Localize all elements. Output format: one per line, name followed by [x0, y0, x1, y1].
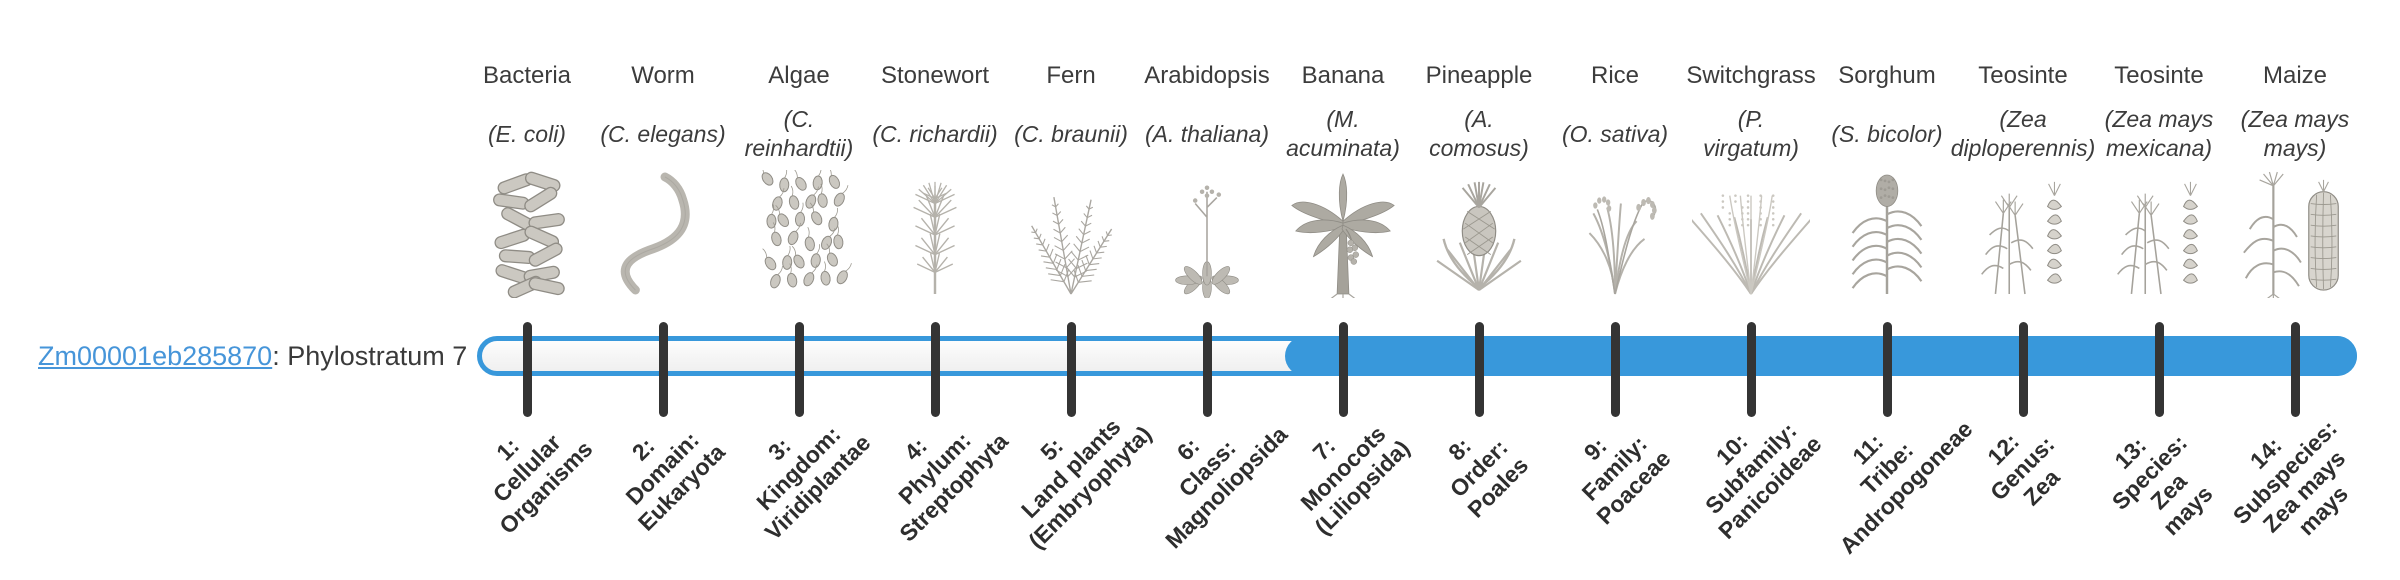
- stratum-tick-10: [1746, 322, 1756, 417]
- stratum-tick-9: [1610, 322, 1620, 417]
- teosinte-icon: [2100, 170, 2218, 298]
- stratum-label-14: 14: Subspecies: Zea mays mays: [2185, 415, 2400, 578]
- timeline-filled-range: [1285, 336, 2357, 376]
- organism-common-name: Bacteria: [482, 62, 572, 89]
- rice-icon: [1556, 170, 1674, 298]
- organism-common-name: Teosinte: [2114, 62, 2204, 89]
- stratum-tick-13: [2154, 322, 2164, 417]
- organism-scientific-name: (A. thaliana): [1144, 120, 1269, 147]
- organism-scientific-name: (A. comosus): [1429, 106, 1529, 161]
- organism-common-name: Rice: [1590, 62, 1639, 89]
- stratum-label-7: 7: Monocots (Liliopsida): [1233, 421, 1453, 578]
- teosinte-icon: [1964, 170, 2082, 298]
- stratum-label-5: 5: Land plants (Embryophyta): [961, 413, 1181, 578]
- organism-scientific-name: (C. richardii): [872, 120, 998, 147]
- stratum-tick-2: [658, 322, 668, 417]
- worm-icon: [604, 170, 722, 298]
- stratum-label-text: 9: Family: Poaceae: [1576, 430, 1676, 530]
- stratum-label-text: 12: Genus: Zea: [1982, 428, 2065, 511]
- fern-icon: [1012, 170, 1130, 298]
- switchgrass-icon: [1692, 170, 1810, 298]
- stratum-label-11: 11: Tribe: Andropogoneae: [1777, 416, 1997, 578]
- stratum-label-text: 14: Subspecies: Zea mays mays: [2228, 415, 2354, 541]
- organism-scientific-name: (Zea mays mays): [2240, 106, 2350, 161]
- pineapple-icon: [1420, 170, 1538, 298]
- organism-common-name: Teosinte: [1978, 62, 2068, 89]
- organism-scientific-name: (E. coli): [488, 120, 566, 147]
- stratum-label-2: 2: Domain: Eukaryota: [553, 426, 773, 578]
- stratum-label-1: 1: Cellular Organisms: [417, 428, 637, 578]
- stratum-label-6: 6: Class: Magnoliopsida: [1097, 421, 1317, 578]
- stratum-label-9: 9: Family: Poaceae: [1505, 428, 1725, 578]
- organism-scientific-name: (C. elegans): [600, 120, 726, 147]
- organism-common-name: Sorghum: [1838, 62, 1936, 89]
- stratum-tick-7: [1338, 322, 1348, 417]
- stratum-label-text: 8: Order: Poales: [1443, 432, 1534, 523]
- stonewort-icon: [876, 170, 994, 298]
- organism-scientific-name: (P. virgatum): [1703, 106, 1799, 161]
- organism-common-name: Arabidopsis: [1144, 62, 1270, 89]
- gene-label: Zm00001eb285870: Phylostratum 7: [38, 341, 467, 371]
- organism-scientific-name: (M. acuminata): [1286, 106, 1400, 161]
- organism-common-name: Switchgrass: [1686, 62, 1816, 89]
- algae-icon: [740, 170, 858, 298]
- stratum-tick-1: [522, 322, 532, 417]
- stratum-tick-4: [930, 322, 940, 417]
- organism-common-name: Fern: [1046, 62, 1096, 89]
- sorghum-icon: [1828, 170, 1946, 298]
- arabidopsis-icon: [1148, 170, 1266, 298]
- stratum-tick-6: [1202, 322, 1212, 417]
- stratum-label-4: 4: Phylum: Streptophyta: [825, 427, 1045, 578]
- organism-scientific-name: (Zea mays mexicana): [2104, 106, 2214, 161]
- stratum-tick-12: [2018, 322, 2028, 417]
- stratum-tick-5: [1066, 322, 1076, 417]
- organism-common-name: Maize: [2262, 62, 2328, 89]
- stratum-label-12: 12: Genus: Zea: [1913, 428, 2133, 578]
- stratum-label-text: 1: Cellular Organisms: [487, 429, 598, 539]
- stratum-label-10: 10: Subfamily: Panicoideae: [1641, 417, 1861, 578]
- stratum-label-13: 13: Species: Zea mays: [2049, 428, 2269, 578]
- organism-common-name: Banana: [1301, 62, 1385, 89]
- maize-icon: [2236, 170, 2354, 298]
- stratum-label-text: 13: Species: Zea mays: [2106, 429, 2218, 541]
- organism-common-name: Worm: [631, 62, 695, 89]
- bacteria-icon: [468, 170, 586, 298]
- stratum-tick-8: [1474, 322, 1484, 417]
- banana-icon: [1284, 170, 1402, 298]
- gene-id-link[interactable]: Zm00001eb285870: [38, 341, 273, 371]
- stratum-label-3: 3: Kingdom: Viridiplantae: [689, 421, 909, 578]
- organism-scientific-name: (Zea diploperennis): [1950, 106, 2096, 161]
- stratum-tick-11: [1882, 322, 1892, 417]
- stratum-label-8: 8: Order: Poales: [1369, 428, 1589, 578]
- organism-scientific-name: (O. sativa): [1561, 120, 1669, 147]
- stratum-label-text: 2: Domain: Eukaryota: [620, 426, 731, 536]
- organism-common-name: Pineapple: [1425, 62, 1533, 89]
- organism-scientific-name: (C. braunii): [1014, 120, 1128, 147]
- stratum-tick-14: [2290, 322, 2300, 417]
- phylostratum-text: : Phylostratum 7: [272, 341, 468, 371]
- organism-common-name: Algae: [768, 62, 830, 89]
- stratum-tick-3: [794, 322, 804, 417]
- stratum-label-text: 7: Monocots (Liliopsida): [1295, 420, 1415, 540]
- organism-common-name: Stonewort: [880, 62, 990, 89]
- organism-scientific-name: (S. bicolor): [1831, 120, 1943, 147]
- organism-scientific-name: (C. reinhardtii): [744, 106, 854, 161]
